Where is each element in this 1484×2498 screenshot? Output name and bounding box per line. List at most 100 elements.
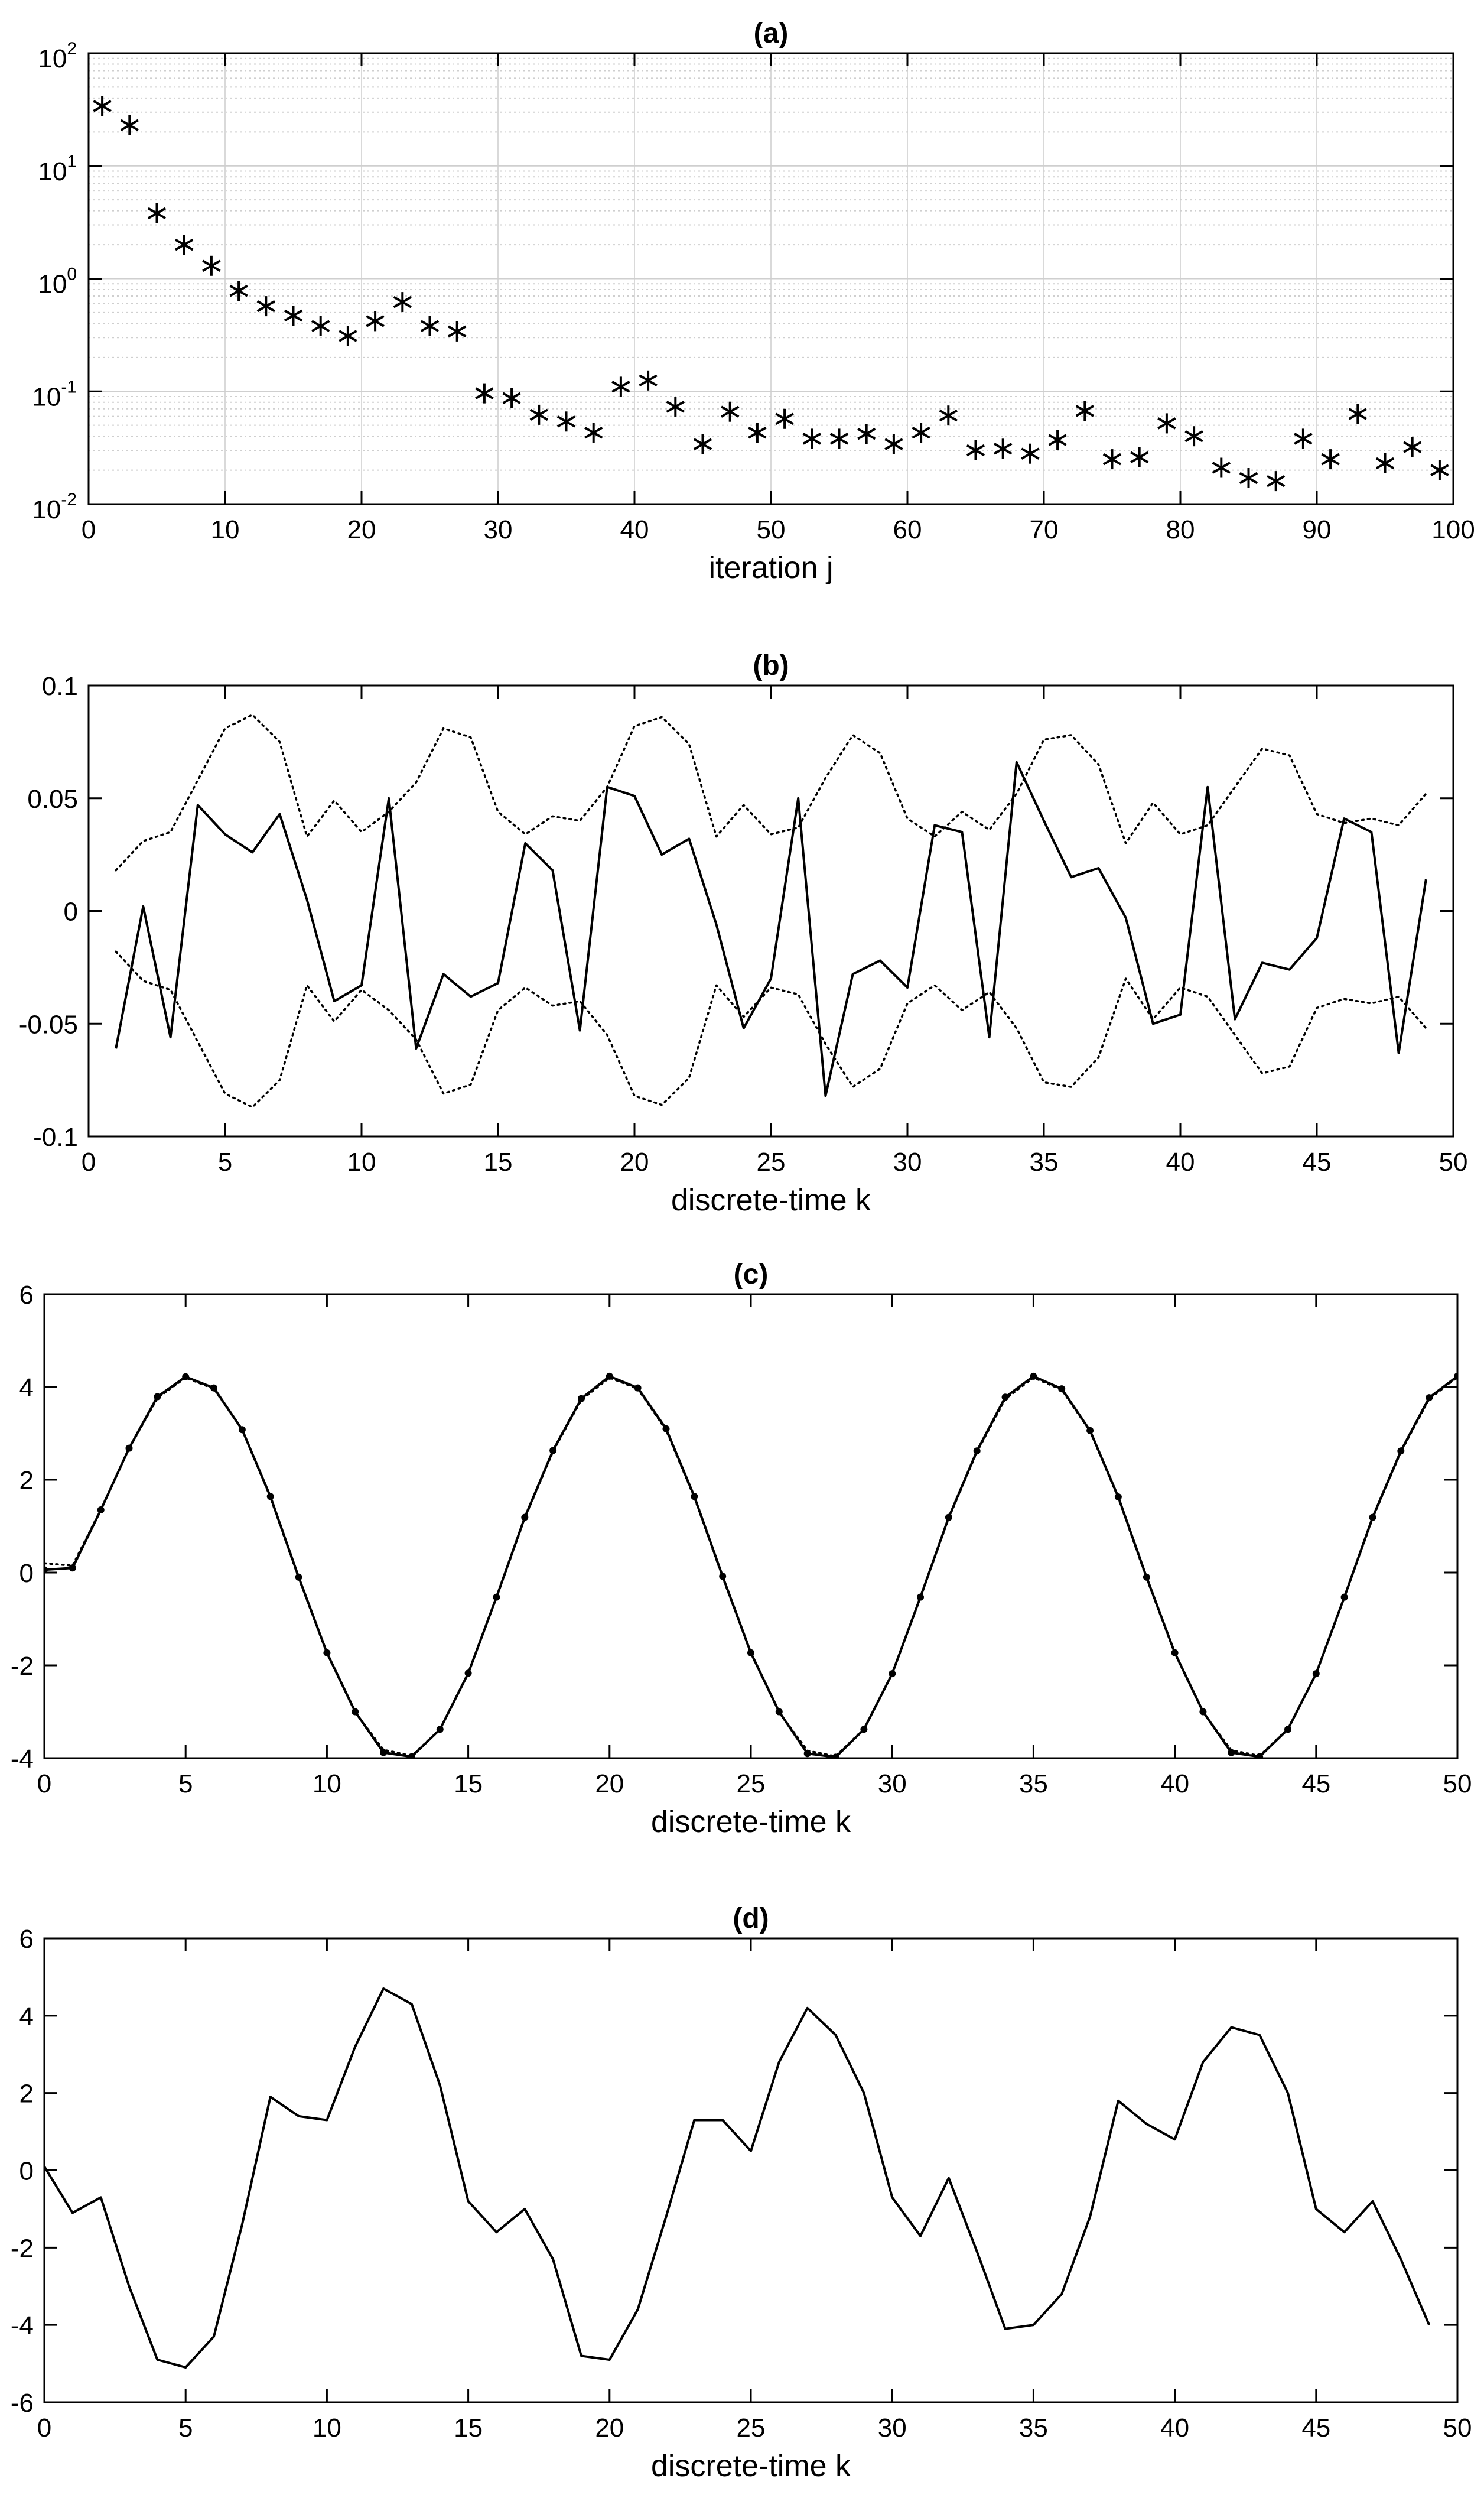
x-tick-label: 50: [1439, 1148, 1468, 1177]
panel-title: (b): [753, 650, 789, 681]
data-point: [1402, 437, 1422, 457]
data-point: [993, 438, 1013, 459]
x-tick-label: 20: [595, 1769, 624, 1798]
series-line-solid: [44, 1375, 1457, 1758]
y-tick-label: 6: [19, 1281, 34, 1310]
series-line-dotted: [44, 1376, 1457, 1758]
data-point: [775, 408, 794, 429]
data-point: [393, 292, 412, 313]
series-line-solid: [115, 761, 1427, 1097]
x-tick-label: 45: [1301, 2413, 1330, 2442]
series-markers: [93, 96, 1449, 492]
x-tick-label: 20: [347, 515, 376, 544]
y-tick-label: 6: [19, 1925, 34, 1954]
axes-box: [43, 1937, 1459, 2403]
y-tick-label: 2: [19, 1466, 34, 1495]
data-point: [1058, 1385, 1066, 1393]
data-point: [529, 404, 549, 425]
data-point: [857, 424, 876, 444]
x-tick-label: 0: [37, 1769, 51, 1798]
y-tick-label: -0.1: [33, 1123, 78, 1152]
data-point: [556, 411, 576, 432]
data-point: [502, 388, 521, 408]
data-point: [1048, 430, 1067, 450]
y-tick-label: 0: [19, 1559, 34, 1588]
y-tick-label: 0.1: [42, 672, 78, 701]
x-tick-label: 90: [1303, 515, 1332, 544]
data-point: [611, 376, 630, 397]
x-tick-label: 50: [1443, 2413, 1472, 2442]
data-point: [584, 423, 603, 443]
data-point: [93, 96, 112, 116]
y-tick-label: 0.05: [27, 785, 78, 814]
x-tick-label: 30: [878, 1769, 907, 1798]
panel-title: (a): [754, 18, 789, 49]
data-point: [420, 316, 440, 336]
data-point: [1294, 428, 1313, 449]
x-tick-label: 35: [1019, 1769, 1048, 1798]
plot-area: [93, 96, 1449, 492]
x-tick-label: 5: [218, 1148, 232, 1177]
y-tick-base: 10: [32, 382, 61, 411]
data-point: [1184, 426, 1203, 447]
series-line-dotted: [115, 713, 1427, 872]
y-tick-label: 0: [64, 898, 78, 927]
y-tick-label: -2: [11, 2234, 34, 2263]
data-point: [578, 1395, 585, 1402]
data-point: [174, 235, 194, 255]
data-point: [202, 255, 221, 276]
data-point: [1021, 443, 1040, 464]
data-point: [311, 316, 330, 336]
x-tick-label: 40: [1166, 1148, 1195, 1177]
y-tick-label: 10-2: [32, 490, 77, 524]
data-point: [720, 401, 740, 422]
plot-area: [44, 1372, 1457, 1758]
data-point: [912, 423, 930, 443]
y-tick-exponent: 1: [67, 152, 77, 171]
y-tick-label: 4: [19, 1373, 34, 1402]
x-tick-label: 10: [313, 1769, 341, 1798]
data-point: [1430, 460, 1449, 480]
y-tick-label: -4: [11, 1745, 34, 1773]
data-point: [475, 383, 494, 404]
x-tick-label: 30: [878, 2413, 907, 2442]
y-tick-label: -6: [11, 2389, 34, 2418]
data-point: [69, 1564, 76, 1572]
y-tick-label: 0: [19, 2157, 34, 2186]
data-point: [1375, 453, 1395, 473]
x-tick-label: 10: [211, 515, 240, 544]
x-tick-label: 10: [347, 1148, 376, 1177]
x-tick-label: 25: [737, 2413, 766, 2442]
data-point: [966, 440, 985, 460]
data-point: [380, 1749, 388, 1756]
x-tick-label: 5: [178, 1769, 193, 1798]
axes-box: [43, 1293, 1459, 1759]
data-point: [366, 311, 385, 332]
data-point: [1075, 401, 1095, 421]
y-tick-label: -0.05: [19, 1010, 78, 1039]
x-tick-label: 30: [484, 515, 513, 544]
panel-a: 0 10 20 30 40 50 60 70 80 90 10010-210-1100101102(…: [32, 18, 1475, 585]
panel-title: (c): [734, 1259, 769, 1290]
plot-area: [44, 1987, 1431, 2369]
x-tick-label: 25: [757, 1148, 786, 1177]
series-line-solid: [44, 1987, 1431, 2369]
data-point: [154, 1393, 161, 1401]
x-tick-label: 15: [484, 1148, 513, 1177]
y-tick-base: 10: [32, 495, 61, 524]
x-tick-label: 0: [82, 1148, 96, 1177]
x-tick-label: 20: [595, 2413, 624, 2442]
x-axis-label: discrete-time k: [651, 1805, 851, 1839]
data-point: [939, 405, 958, 426]
data-point: [1348, 404, 1368, 424]
y-tick-base: 10: [38, 44, 67, 73]
y-tick-exponent: 2: [67, 39, 77, 59]
data-point: [1130, 447, 1149, 467]
y-tick-label: 2: [19, 2080, 34, 2109]
x-tick-label: 70: [1030, 515, 1059, 544]
x-tick-label: 25: [737, 1769, 766, 1798]
x-tick-label: 10: [313, 2413, 341, 2442]
grid-lines: [88, 53, 1454, 505]
series-markers: [44, 1372, 1457, 1758]
